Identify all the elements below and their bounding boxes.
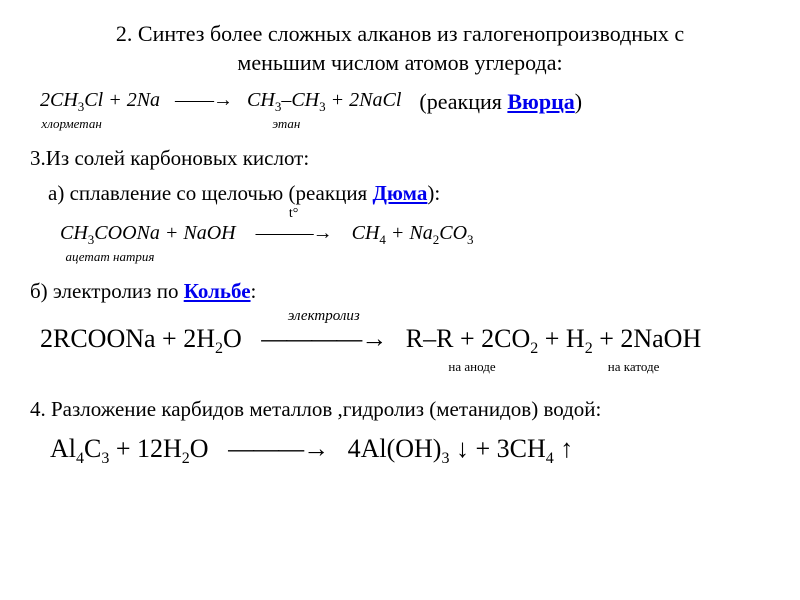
wurtz-lhs1-label: хлорметан: [40, 116, 103, 132]
carbide-equation: Al4C3 + 12H2O ———→ 4Al(OH)3 ↓ + 3CH4 ↑: [50, 434, 770, 468]
sub: 4: [546, 451, 554, 468]
kolbe-cathode-label: на катоде: [566, 359, 701, 375]
down-arrow-icon: ↓: [449, 434, 469, 463]
duma-rhs2a: Na: [409, 222, 432, 244]
carbide-lhs1: Al: [50, 434, 76, 463]
up-arrow-icon: ↑: [554, 434, 574, 463]
sub: 4: [379, 232, 386, 247]
section-4: 4. Разложение карбидов металлов ,гидроли…: [30, 397, 770, 422]
sub: 4: [76, 451, 84, 468]
sub: 2: [530, 340, 538, 357]
section-3: 3.Из солей карбоновых кислот:: [30, 146, 770, 171]
kolbe-cathode: H2 + 2NaOH на катоде: [566, 324, 701, 375]
sub: 2: [182, 451, 190, 468]
duma-rhs2b: CO: [439, 222, 467, 244]
duma-arrow: t° ———→: [256, 222, 332, 245]
plus: +: [391, 222, 410, 244]
wurtz-dash: –CH: [281, 89, 319, 111]
duma-lhs1-tail: COONa: [94, 222, 160, 244]
sub: 3: [319, 99, 326, 114]
duma-sub-close: ):: [427, 181, 440, 205]
heading-line1: 2. Синтез более сложных алканов из галог…: [116, 21, 684, 46]
wurtz-cl: Cl: [84, 89, 103, 111]
heading: 2. Синтез более сложных алканов из галог…: [30, 20, 770, 77]
kolbe-sub-text: б) электролиз по: [30, 279, 184, 303]
plus: +: [108, 89, 127, 111]
note-open: (реакция: [419, 89, 507, 114]
sub: 2: [585, 340, 593, 357]
carbide-lhs2: 12H: [137, 434, 182, 463]
arrow-top: t°: [256, 206, 332, 222]
kolbe-arrow: электролиз ————→: [261, 324, 386, 354]
note-close: ): [575, 89, 582, 114]
wurtz-lhs1: 2CH: [40, 89, 78, 111]
arrow-top: электролиз: [261, 308, 386, 325]
carbide-rhs1: 4Al(OH): [348, 434, 442, 463]
wurtz-rhs-label: этан: [247, 116, 326, 132]
kolbe-lhs1-tail: O: [223, 324, 242, 353]
wurtz-link[interactable]: Вюрца: [507, 89, 574, 114]
sub: 3: [101, 451, 109, 468]
duma-lhs2: NaOH: [183, 222, 235, 244]
kolbe-anode-label: на аноде: [406, 359, 538, 375]
wurtz-rhs1a: CH: [247, 89, 275, 111]
kolbe-link[interactable]: Кольбе: [184, 279, 251, 303]
sub: 3: [467, 232, 474, 247]
arrow: ——→: [175, 89, 232, 111]
wurtz-equation: 2CH3Cl хлорметан + 2Na ——→ CH3–CH3 этан …: [40, 89, 401, 132]
wurtz-rhs2: 2NaCl: [349, 89, 401, 111]
duma-link[interactable]: Дюма: [372, 181, 427, 205]
kolbe-sub: б) электролиз по Кольбе:: [30, 279, 770, 304]
wurtz-row: 2CH3Cl хлорметан + 2Na ——→ CH3–CH3 этан …: [30, 89, 770, 132]
wurtz-note: (реакция Вюрца): [419, 89, 582, 115]
duma-lhs1: CH: [60, 222, 88, 244]
duma-equation: CH 3 COONa ацетат натрия + NaOH t° ———→ CH…: [60, 222, 770, 265]
heading-line2: меньшим числом атомов углерода:: [237, 50, 562, 75]
duma-sub: а) сплавление со щелочью (реакция Дюма):: [48, 181, 770, 206]
kolbe-rhs2: H: [566, 324, 585, 353]
carbide-rhs2: 3CH: [497, 434, 546, 463]
carbide-lhs2-tail: O: [190, 434, 209, 463]
plus: +: [331, 89, 350, 111]
carbide-lhs1b: C: [84, 434, 101, 463]
kolbe-lhs1: 2RCOONa + 2H: [40, 324, 215, 353]
duma-rhs1: CH: [352, 222, 380, 244]
duma-sub-text: а) сплавление со щелочью (реакция: [48, 181, 372, 205]
plus: +: [116, 434, 137, 463]
plus: +: [475, 434, 496, 463]
wurtz-lhs2: 2Na: [127, 89, 160, 111]
kolbe-anode: R–R + 2CO2 на аноде: [406, 324, 538, 375]
sub: 2: [215, 340, 223, 357]
kolbe-rhs2-tail: + 2NaOH: [593, 324, 702, 353]
plus: +: [545, 324, 566, 353]
kolbe-rhs1: R–R + 2CO: [406, 324, 530, 353]
duma-lhs1-label: ацетат натрия: [60, 249, 160, 265]
plus: +: [165, 222, 184, 244]
kolbe-sub-close: :: [251, 279, 257, 303]
kolbe-equation: 2RCOONa + 2H2O электролиз ————→ R–R + 2C…: [40, 324, 770, 375]
